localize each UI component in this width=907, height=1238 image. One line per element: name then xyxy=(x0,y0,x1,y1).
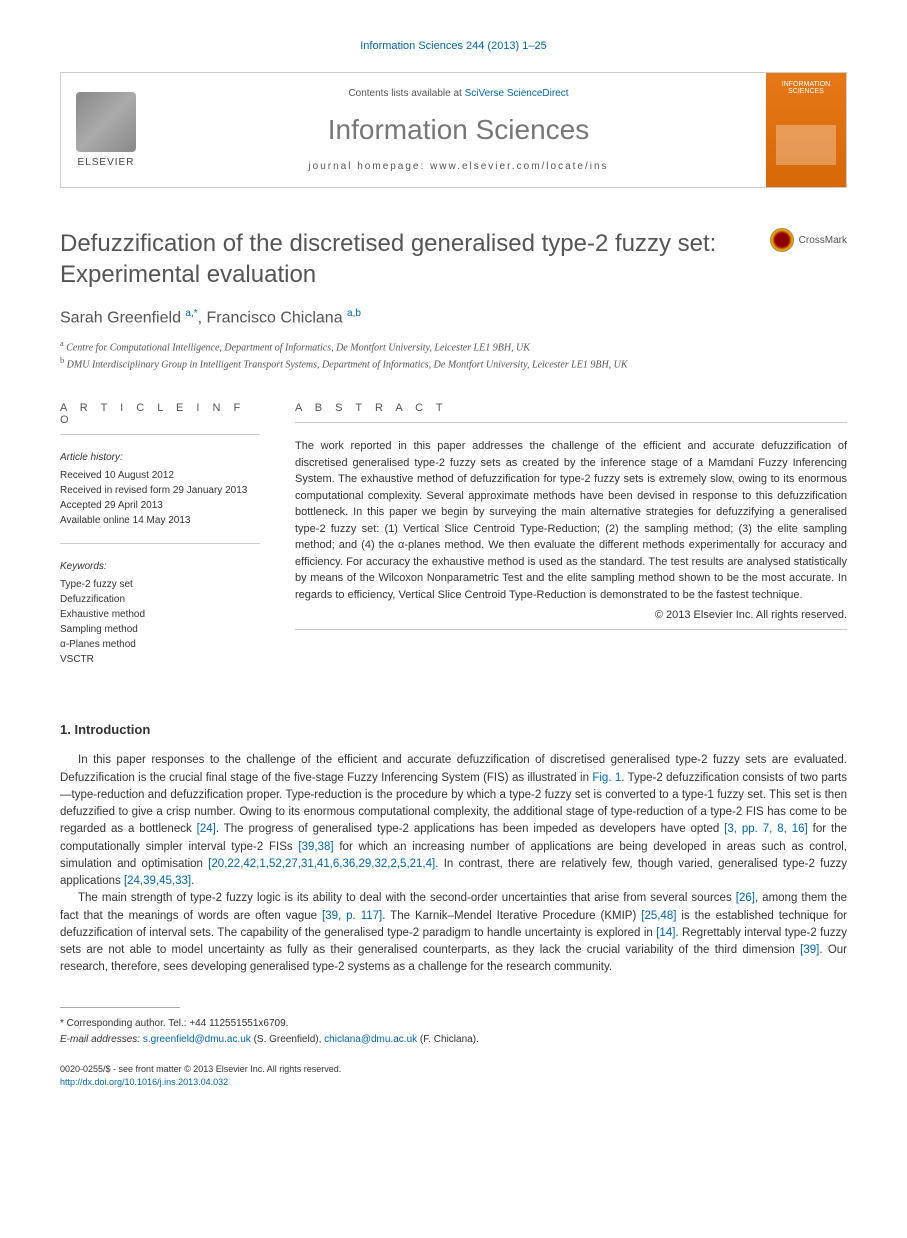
intro-paragraph-1: In this paper responses to the challenge… xyxy=(60,752,847,890)
text: (S. Greenfield), xyxy=(251,1034,324,1045)
keyword-line: Exhaustive method xyxy=(60,607,260,622)
email-line: E-mail addresses: s.greenfield@dmu.ac.uk… xyxy=(60,1032,847,1048)
corresponding-author: * Corresponding author. Tel.: +44 112551… xyxy=(60,1016,847,1048)
crossmark-label: CrossMark xyxy=(799,235,847,246)
keyword-line: Type-2 fuzzy set xyxy=(60,577,260,592)
fig-1-link[interactable]: Fig. 1 xyxy=(592,772,621,784)
affiliation-line: a Centre for Computational Intelligence,… xyxy=(60,338,847,355)
authors-line: Sarah Greenfield a,*, Francisco Chiclana… xyxy=(60,308,847,327)
history-line: Accepted 29 April 2013 xyxy=(60,498,260,513)
history-subheading: Article history: xyxy=(60,450,260,465)
email-link-2[interactable]: chiclana@dmu.ac.uk xyxy=(324,1034,417,1045)
ref-link[interactable]: [39,38] xyxy=(298,841,333,853)
text: . xyxy=(191,875,194,887)
homepage-prefix: journal homepage: xyxy=(308,161,430,172)
divider xyxy=(295,629,847,630)
text: (F. Chiclana). xyxy=(417,1034,479,1045)
section-1-heading: 1. Introduction xyxy=(60,722,847,737)
header-center: Contents lists available at SciVerse Sci… xyxy=(151,73,766,187)
ref-link[interactable]: [25,48] xyxy=(641,910,676,922)
cover-title: INFORMATION SCIENCES xyxy=(774,81,838,95)
article-history-block: Article history: Received 10 August 2012… xyxy=(60,450,260,528)
abstract-text: The work reported in this paper addresse… xyxy=(295,438,847,603)
text: The main strength of type-2 fuzzy logic … xyxy=(78,892,736,904)
keywords-block: Keywords: Type-2 fuzzy setDefuzzificatio… xyxy=(60,559,260,667)
keyword-line: Sampling method xyxy=(60,622,260,637)
keyword-line: α-Planes method xyxy=(60,637,260,652)
article-info-column: A R T I C L E I N F O Article history: R… xyxy=(60,402,260,682)
history-line: Available online 14 May 2013 xyxy=(60,513,260,528)
abstract-column: A B S T R A C T The work reported in thi… xyxy=(295,402,847,682)
homepage-line: journal homepage: www.elsevier.com/locat… xyxy=(166,161,751,172)
ref-link[interactable]: [3, pp. 7, 8, 16] xyxy=(724,823,808,835)
text: . The Karnik–Mendel Iterative Procedure … xyxy=(382,910,641,922)
ref-link[interactable]: [24] xyxy=(197,823,216,835)
journal-header-box: ELSEVIER Contents lists available at Sci… xyxy=(60,72,847,188)
cover-image-icon xyxy=(776,125,836,165)
intro-paragraph-2: The main strength of type-2 fuzzy logic … xyxy=(60,890,847,976)
keywords-subheading: Keywords: xyxy=(60,559,260,574)
journal-name: Information Sciences xyxy=(166,114,751,146)
divider xyxy=(295,422,847,423)
history-line: Received in revised form 29 January 2013 xyxy=(60,483,260,498)
contents-prefix: Contents lists available at xyxy=(348,88,464,99)
abstract-copyright: © 2013 Elsevier Inc. All rights reserved… xyxy=(295,609,847,621)
divider xyxy=(60,543,260,544)
ref-link[interactable]: [39, p. 117] xyxy=(322,910,382,922)
elsevier-logo: ELSEVIER xyxy=(61,73,151,187)
elsevier-label: ELSEVIER xyxy=(78,157,135,168)
article-title: Defuzzification of the discretised gener… xyxy=(60,228,770,290)
sciencedirect-link[interactable]: SciVerse ScienceDirect xyxy=(465,88,569,99)
ref-link[interactable]: [20,22,42,1,52,27,31,41,6,36,29,32,2,5,2… xyxy=(208,858,435,870)
text: . The progress of generalised type-2 app… xyxy=(216,823,724,835)
history-line: Received 10 August 2012 xyxy=(60,468,260,483)
keyword-line: VSCTR xyxy=(60,652,260,667)
keyword-line: Defuzzification xyxy=(60,592,260,607)
ref-link[interactable]: [14] xyxy=(656,927,675,939)
ref-link[interactable]: [39] xyxy=(800,944,819,956)
title-row: Defuzzification of the discretised gener… xyxy=(60,228,847,290)
crossmark-icon xyxy=(770,228,794,252)
doi-link[interactable]: http://dx.doi.org/10.1016/j.ins.2013.04.… xyxy=(60,1077,228,1087)
footer-metadata: 0020-0255/$ - see front matter © 2013 El… xyxy=(60,1063,847,1090)
homepage-url[interactable]: www.elsevier.com/locate/ins xyxy=(430,161,609,172)
crossmark-badge[interactable]: CrossMark xyxy=(770,228,847,252)
elsevier-tree-icon xyxy=(76,92,136,152)
email-label: E-mail addresses: xyxy=(60,1034,143,1045)
ref-link[interactable]: [26] xyxy=(736,892,755,904)
journal-reference: Information Sciences 244 (2013) 1–25 xyxy=(60,40,847,52)
corresponding-line: * Corresponding author. Tel.: +44 112551… xyxy=(60,1016,847,1032)
affiliation-line: b DMU Interdisciplinary Group in Intelli… xyxy=(60,355,847,372)
ref-link[interactable]: [24,39,45,33] xyxy=(124,875,191,887)
affiliations: a Centre for Computational Intelligence,… xyxy=(60,338,847,373)
journal-cover-thumbnail: INFORMATION SCIENCES xyxy=(766,73,846,187)
info-abstract-row: A R T I C L E I N F O Article history: R… xyxy=(60,402,847,682)
footnote-separator xyxy=(60,1007,180,1008)
divider xyxy=(60,434,260,435)
introduction-body: In this paper responses to the challenge… xyxy=(60,752,847,976)
abstract-heading: A B S T R A C T xyxy=(295,402,847,414)
contents-available-line: Contents lists available at SciVerse Sci… xyxy=(166,88,751,99)
issn-line: 0020-0255/$ - see front matter © 2013 El… xyxy=(60,1063,847,1077)
article-info-heading: A R T I C L E I N F O xyxy=(60,402,260,426)
email-link-1[interactable]: s.greenfield@dmu.ac.uk xyxy=(143,1034,251,1045)
